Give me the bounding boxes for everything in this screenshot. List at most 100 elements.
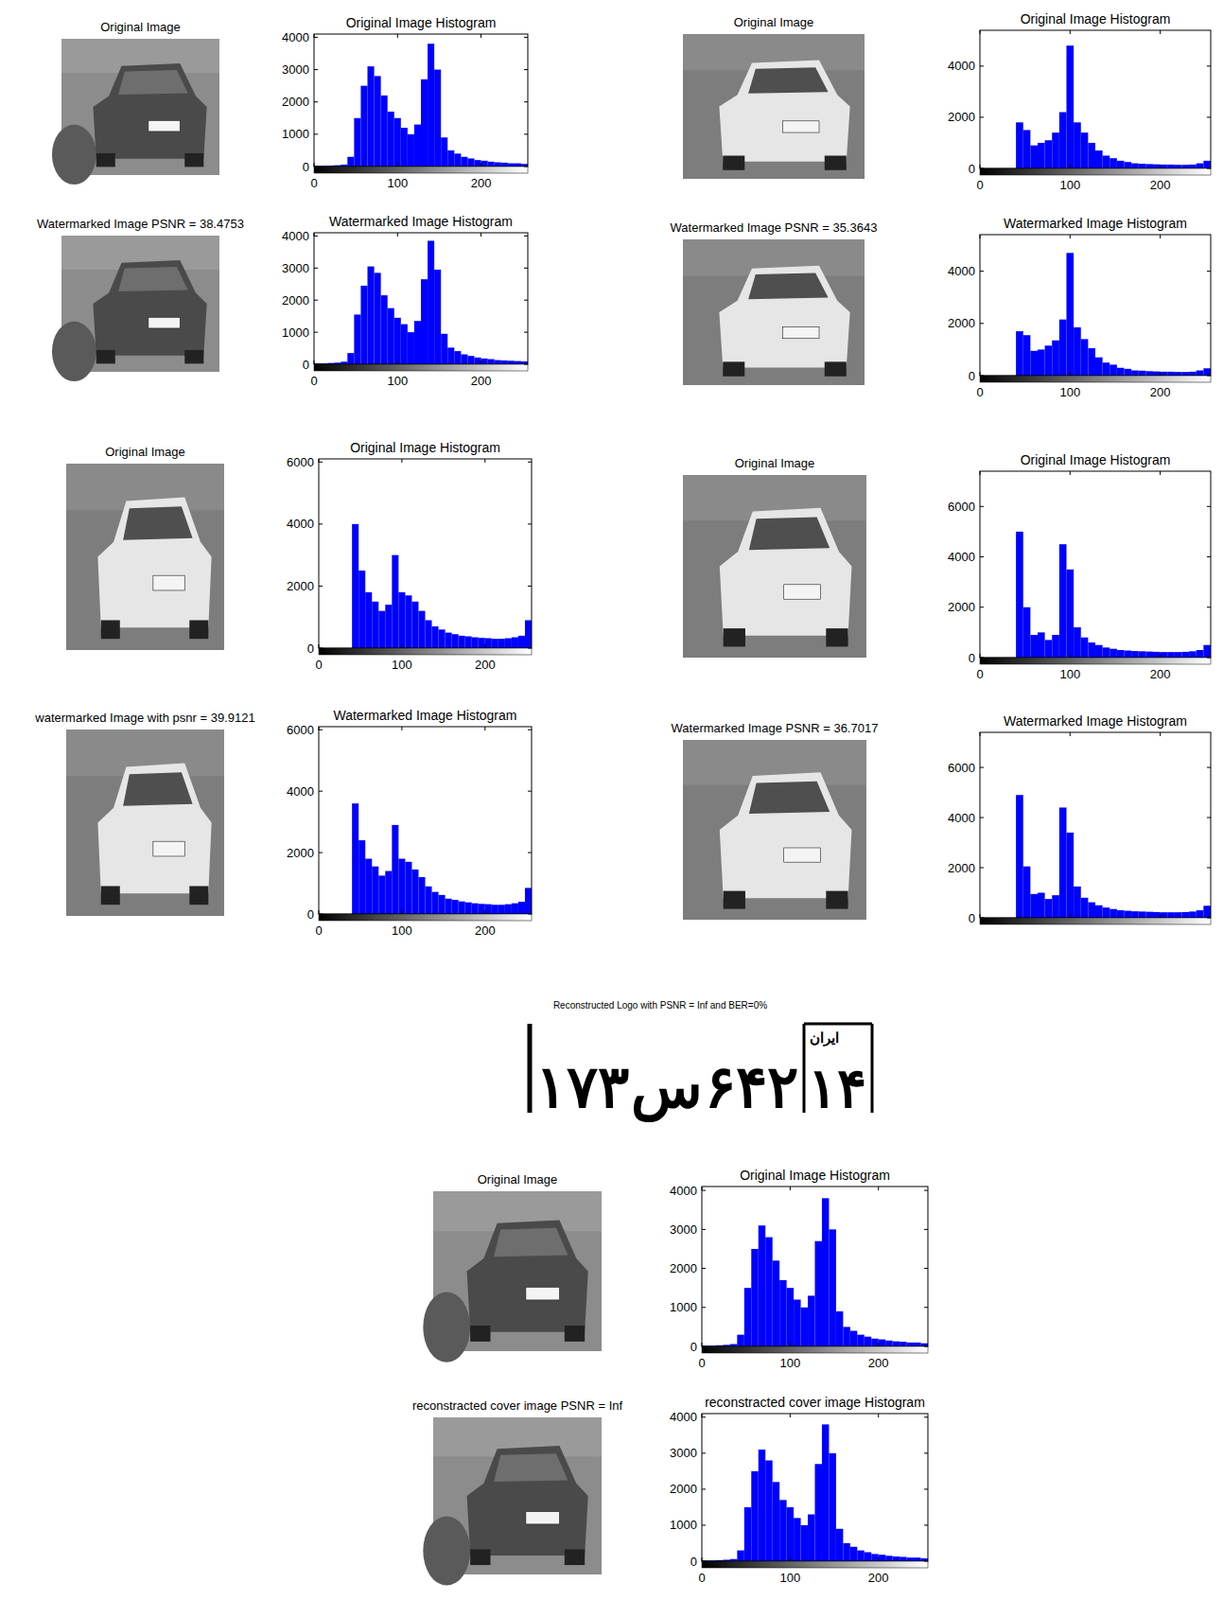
photo-wheel (470, 1548, 490, 1565)
y-tick-label: 4000 (286, 516, 315, 531)
histogram-bar (401, 127, 408, 167)
photo-wheel (184, 349, 204, 364)
histogram-bar (360, 86, 367, 167)
y-tick-label: 6000 (286, 722, 315, 737)
photo-bush (422, 1516, 471, 1586)
y-tick-label: 2000 (286, 578, 315, 594)
histogram-bar (1131, 910, 1139, 918)
plot-area (979, 234, 1211, 376)
y-tick (314, 299, 318, 301)
x-tick (877, 1342, 879, 1346)
x-tick (397, 162, 399, 167)
y-tick (1206, 65, 1211, 67)
y-tick (979, 375, 984, 377)
cover-image (52, 38, 220, 185)
y-tick (524, 166, 528, 168)
x-tick-label: 0 (310, 373, 317, 388)
histogram-bar (1109, 908, 1118, 918)
chart-title: Watermarked Image Histogram (333, 707, 518, 723)
x-tick-label: 200 (1150, 666, 1171, 682)
y-tick-label: 0 (968, 910, 976, 926)
histogram-bar (371, 601, 379, 648)
histogram-bar (1073, 627, 1082, 658)
y-tick-label: 6000 (947, 499, 976, 514)
y-tick (701, 1451, 706, 1453)
x-tick (701, 1556, 703, 1561)
plate-region: ۱۴ (807, 1056, 867, 1119)
photo-wheel (101, 619, 121, 639)
histogram-bar (1196, 649, 1205, 658)
histogram-bar (1102, 155, 1111, 169)
y-tick-label: 4000 (947, 263, 976, 279)
histogram-bar (514, 361, 522, 365)
histogram-bar (524, 619, 532, 648)
bars (1015, 794, 1211, 918)
histogram-bar (498, 904, 506, 914)
histogram-bar (864, 1551, 872, 1561)
y-tick (524, 235, 528, 237)
histogram-bar (440, 137, 448, 167)
histogram-bar (505, 638, 512, 648)
histogram-bar (1059, 543, 1067, 658)
histogram-bar (779, 1499, 787, 1561)
x-tick (979, 234, 981, 239)
bars (701, 1423, 928, 1561)
x-tick (1069, 471, 1071, 475)
cover-image (682, 34, 865, 179)
histogram-bar (467, 157, 474, 167)
histogram-bar (394, 118, 402, 167)
histogram-bar (1188, 371, 1197, 376)
bars (351, 803, 532, 914)
photo-car (719, 507, 853, 636)
histogram-bar (821, 1197, 829, 1346)
histogram-bar (779, 1279, 787, 1346)
photo-wheel (470, 1325, 490, 1342)
photo-window (118, 266, 188, 292)
image-title: Original Image (100, 19, 181, 35)
plate-text: ۱۷۳ (535, 1053, 629, 1119)
histogram-bar (1182, 651, 1190, 658)
y-tick-label: 2000 (281, 293, 310, 308)
x-tick (480, 232, 482, 237)
chart-title: Watermarked Image Histogram (1003, 713, 1188, 729)
y-tick (1206, 917, 1211, 919)
y-tick-label: 2000 (669, 1481, 698, 1496)
x-tick (1159, 471, 1161, 475)
histogram-bar (1131, 163, 1139, 169)
x-tick (701, 1413, 703, 1417)
histogram-bar (1153, 371, 1161, 376)
photo-wheel (824, 156, 847, 171)
axes-frame (979, 234, 1211, 376)
x-tick (480, 34, 482, 38)
y-tick (701, 1267, 706, 1269)
x-tick (789, 1413, 791, 1417)
histogram-bar (438, 894, 446, 914)
histogram-bar (374, 75, 382, 167)
histogram-bar (765, 1237, 772, 1346)
histogram-bar (387, 111, 395, 167)
photo-window (748, 272, 828, 299)
histogram-bar (378, 611, 385, 648)
histogram-bar (1095, 645, 1103, 658)
histogram-bar (801, 1307, 808, 1346)
y-tick (318, 523, 323, 525)
histogram-bar (1182, 164, 1190, 169)
bars (314, 43, 528, 167)
y-tick-label: 0 (968, 161, 976, 176)
histogram-bar (899, 1341, 907, 1346)
y-tick-label: 0 (302, 159, 310, 175)
y-tick (318, 913, 323, 915)
y-tick (701, 1560, 706, 1562)
y-tick (979, 168, 984, 170)
y-tick (524, 133, 528, 135)
histogram-bar (1095, 150, 1103, 169)
x-tick-label: 100 (1059, 384, 1081, 400)
image-title: Original Image (477, 1171, 559, 1187)
y-tick (524, 36, 528, 38)
y-tick (1206, 168, 1211, 170)
histogram-bar (467, 355, 474, 365)
x-tick (979, 164, 981, 169)
y-tick (1206, 767, 1211, 769)
histogram-bar (842, 1542, 850, 1561)
y-tick-label: 1000 (281, 126, 310, 141)
